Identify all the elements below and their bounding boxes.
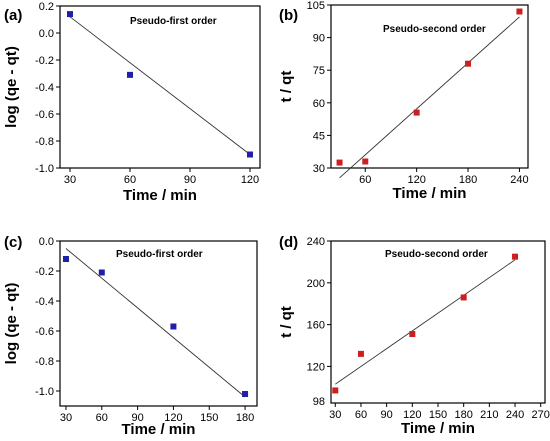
fit-line xyxy=(65,248,246,398)
panel-label: (d) xyxy=(279,234,298,251)
data-point xyxy=(67,11,73,18)
plot-frame xyxy=(59,5,261,169)
x-tick-label: 240 xyxy=(510,174,528,186)
x-tick-label: 60 xyxy=(96,412,108,424)
y-tick-label: 160 xyxy=(307,320,325,332)
y-tick-label: 120 xyxy=(307,361,325,373)
x-tick-label: 120 xyxy=(164,412,182,424)
x-tick-label: 90 xyxy=(184,174,196,186)
x-tick-label: 30 xyxy=(329,409,341,421)
plot-frame xyxy=(330,4,529,169)
y-tick-label: 98 xyxy=(313,396,325,408)
y-tick-label: -0.4 xyxy=(35,82,54,94)
y-tick-label: 30 xyxy=(313,163,325,175)
fit-line xyxy=(69,16,251,155)
x-tick-label: 120 xyxy=(403,409,421,421)
x-tick-label: 180 xyxy=(459,174,477,186)
fit-line xyxy=(339,16,520,179)
data-point xyxy=(362,158,369,165)
data-point xyxy=(170,323,177,330)
y-tick-label: -1.0 xyxy=(35,163,54,175)
chart-title: Pseudo-second order xyxy=(383,24,486,35)
plot-frame xyxy=(59,240,258,407)
panel-label: (c) xyxy=(4,234,22,251)
y-tick-label: 240 xyxy=(307,236,325,248)
y-tick-label: 45 xyxy=(313,130,325,142)
y-axis-title: log (qe - qt) xyxy=(3,283,20,365)
y-tick-label: -1.0 xyxy=(35,386,54,398)
y-tick-label: 75 xyxy=(313,65,325,77)
chart-panel-c: 30 60 90 120 150 180 -1.0 -0.8 -0.6 -0.4 -0.2 0.0 Ps… xyxy=(3,234,258,438)
y-tick-label: -0.8 xyxy=(35,356,54,368)
plot-frame xyxy=(330,240,546,404)
data-point xyxy=(460,294,467,301)
data-point xyxy=(62,256,69,262)
data-point xyxy=(465,60,472,67)
data-point xyxy=(413,109,420,116)
panel-label: (a) xyxy=(4,7,22,24)
x-tick-label: 90 xyxy=(381,409,393,421)
data-point xyxy=(332,387,339,394)
chart-panel-a: 30 60 90 120 -1.0 -0.8 -0.6 -0.4 -0.2 0.0 0.2 Pseud… xyxy=(3,1,261,204)
y-tick-label: -0.6 xyxy=(35,326,54,338)
chart-panel-d: 30 60 90 120 150 180 210 240 270 120 160 200 240 98 Ps… xyxy=(278,234,550,437)
data-point xyxy=(516,8,523,15)
fit-line xyxy=(335,259,516,385)
x-tick-label: 180 xyxy=(236,412,254,424)
x-tick-label: 120 xyxy=(241,174,259,186)
x-tick-label: 240 xyxy=(506,409,524,421)
data-point xyxy=(357,350,364,357)
data-point xyxy=(127,71,133,78)
x-tick-label: 150 xyxy=(200,412,218,424)
data-point xyxy=(409,331,416,338)
y-tick-label: 0.0 xyxy=(39,28,54,40)
chart-title: Pseudo-first order xyxy=(130,16,217,27)
y-axis-title: t / qt xyxy=(278,71,295,103)
data-point xyxy=(247,151,253,158)
x-tick-label: 120 xyxy=(407,174,425,186)
x-tick-label: 60 xyxy=(355,409,367,421)
chart-title: Pseudo-second order xyxy=(385,249,488,260)
x-tick-label: 150 xyxy=(429,409,447,421)
x-tick-label: 60 xyxy=(124,174,136,186)
y-tick-label: 60 xyxy=(313,98,325,110)
y-tick-label: -0.8 xyxy=(35,136,54,148)
y-tick-label: 105 xyxy=(307,0,325,12)
y-tick-label: 0.0 xyxy=(39,236,54,248)
data-point xyxy=(98,269,105,276)
y-tick-label: 90 xyxy=(313,33,325,45)
x-tick-label: 60 xyxy=(359,174,371,186)
x-tick-label: 210 xyxy=(480,409,498,421)
data-point xyxy=(336,159,343,166)
y-axis-title: log (qe - qt) xyxy=(3,46,20,128)
x-axis-title: Time / min xyxy=(122,421,196,438)
y-tick-label: 0.2 xyxy=(39,1,54,13)
y-tick-label: -0.2 xyxy=(35,55,54,67)
x-tick-label: 30 xyxy=(60,412,72,424)
data-point xyxy=(242,391,249,397)
chart-panel-b: 60 120 180 240 30 45 60 75 90 105 Pseudo-second or… xyxy=(278,0,529,202)
panel-label: (b) xyxy=(279,7,298,24)
x-tick-label: 90 xyxy=(131,412,143,424)
y-tick-label: -0.6 xyxy=(35,109,54,121)
x-axis-title: Time / min xyxy=(123,187,197,204)
y-tick-label: -0.4 xyxy=(35,296,54,308)
y-axis-title: t / qt xyxy=(278,306,295,338)
x-tick-label: 30 xyxy=(64,174,76,186)
y-tick-label: 200 xyxy=(307,278,325,290)
x-axis-title: Time / min xyxy=(401,420,475,437)
chart-title: Pseudo-first order xyxy=(116,249,203,260)
data-point xyxy=(512,253,519,260)
x-tick-label: 270 xyxy=(532,409,550,421)
x-axis-title: Time / min xyxy=(393,185,467,202)
y-tick-label: -0.2 xyxy=(35,266,54,278)
x-tick-label: 180 xyxy=(455,409,473,421)
